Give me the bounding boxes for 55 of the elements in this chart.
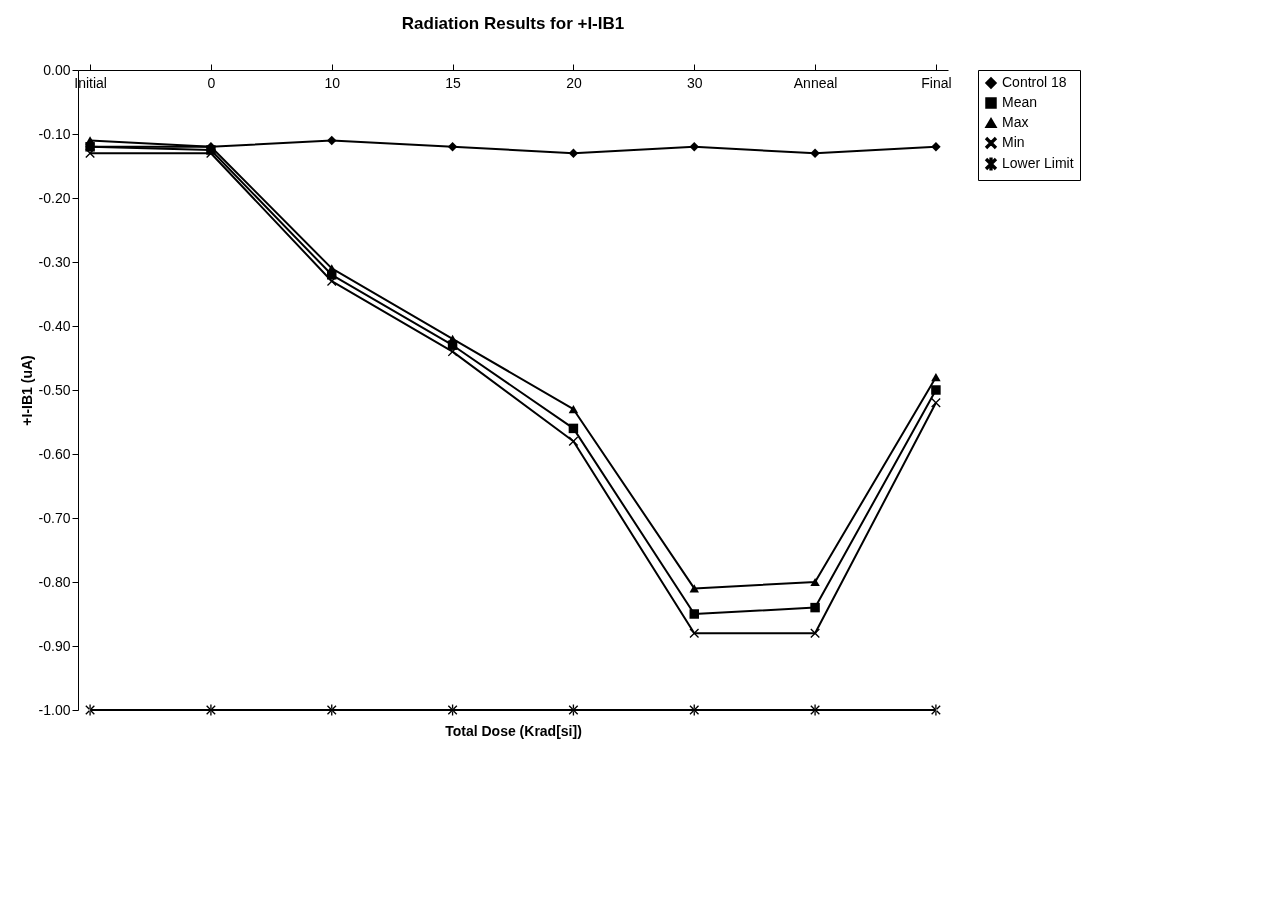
- y-tick-label: -0.50: [38, 381, 71, 398]
- point: [689, 609, 699, 619]
- y-tick-label: -0.90: [38, 637, 71, 654]
- point: [85, 148, 95, 158]
- point: [931, 704, 941, 716]
- point: [810, 704, 820, 716]
- y-tick-label: -0.40: [38, 317, 71, 334]
- point: [568, 148, 579, 158]
- y-tick-label: -1.00: [38, 701, 71, 718]
- y-tick-label: -0.30: [38, 253, 71, 270]
- x-tick-label: 15: [445, 74, 462, 91]
- legend-label: Max: [1002, 114, 1029, 130]
- point: [85, 136, 95, 145]
- point: [810, 602, 820, 613]
- y-tick-label: -0.60: [38, 445, 71, 462]
- x-tick-label: Anneal: [793, 74, 838, 91]
- point: [689, 142, 699, 152]
- x-tick-label: 20: [566, 74, 582, 91]
- y-tick-label: 0.00: [43, 61, 71, 78]
- y-axis-title: +I-IB1 (uA): [18, 355, 35, 426]
- point: [810, 577, 820, 587]
- chart-title: Radiation Results for +I-IB1: [401, 14, 625, 33]
- x-axis-title: Total Dose (Krad[si]): [445, 722, 582, 739]
- point: [689, 584, 699, 593]
- y-tick-label: -0.20: [38, 189, 71, 206]
- point: [931, 373, 941, 382]
- point: [447, 142, 458, 152]
- point: [568, 436, 579, 446]
- legend-label: Lower Limit: [1002, 155, 1074, 171]
- point: [931, 142, 941, 152]
- legend-label: Control 18: [1002, 74, 1067, 90]
- x-tick-label: 30: [686, 74, 703, 91]
- y-tick-label: -0.70: [38, 509, 71, 526]
- point: [327, 135, 337, 146]
- legend-label: Min: [1002, 134, 1025, 150]
- point: [931, 398, 941, 408]
- point: [931, 385, 941, 395]
- point: [568, 423, 579, 434]
- point: [810, 628, 820, 638]
- y-tick-label: -0.80: [38, 573, 71, 590]
- point: [447, 704, 458, 716]
- point: [568, 405, 579, 414]
- point: [689, 628, 699, 638]
- x-tick-label: 0: [207, 74, 216, 91]
- y-tick-label: -0.10: [38, 125, 71, 142]
- x-tick-label: Final: [921, 74, 952, 91]
- point: [85, 704, 95, 716]
- x-tick-label: 10: [324, 74, 341, 91]
- point: [689, 704, 699, 716]
- point: [327, 704, 337, 716]
- point: [206, 704, 216, 716]
- legend-label: Mean: [1002, 94, 1038, 110]
- point: [568, 704, 579, 716]
- point: [810, 148, 820, 158]
- point: [327, 264, 337, 273]
